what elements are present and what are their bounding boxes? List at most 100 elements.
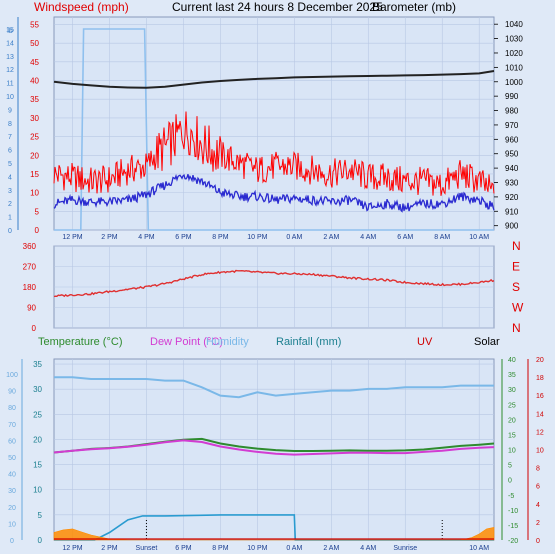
barometer-tick-label: 990	[505, 92, 519, 101]
lb-tick-label: 0	[8, 228, 12, 235]
windspeed-tick-label: 15	[30, 170, 39, 179]
windspeed-tick-label: 0	[35, 226, 40, 235]
x-tick-label: 4 AM	[360, 234, 376, 241]
lb-axis-label: lb	[7, 28, 13, 35]
windspeed-tick-label: 35	[30, 95, 39, 104]
x-tick-label: 6 PM	[175, 545, 192, 552]
barometer-tick-label: 1020	[505, 49, 523, 58]
temperature-tick-label: 20	[508, 417, 516, 424]
direction-tick-label: 90	[27, 304, 36, 313]
uv-tick-label: 6	[536, 484, 540, 491]
windspeed-tick-label: 25	[30, 133, 39, 142]
rainfall-tick-label: 20	[33, 435, 42, 444]
lb-tick-label: 10	[6, 94, 14, 101]
lb-tick-label: 15	[6, 27, 14, 34]
rainfall-tick-label: 35	[33, 360, 42, 369]
x-tick-label: Sunset	[136, 545, 158, 552]
lb-tick-label: 4	[8, 174, 12, 181]
chart-title: Current last 24 hours 8 December 2025	[172, 0, 383, 14]
uv-legend: UV	[417, 336, 433, 348]
barometer-tick-label: 950	[505, 150, 519, 159]
windspeed-tick-label: 5	[35, 207, 40, 216]
temperature-tick-label: -5	[508, 493, 514, 500]
rainfall-tick-label: 25	[33, 410, 42, 419]
rainfall-tick-label: 15	[33, 461, 42, 470]
x-tick-label: 10 AM	[469, 234, 489, 241]
x-tick-label: 12 PM	[62, 545, 82, 552]
uv-tick-label: 18	[536, 375, 544, 382]
compass-label: N	[512, 239, 521, 253]
lb-tick-label: 11	[6, 81, 13, 88]
rainfall-tick-label: 5	[38, 511, 43, 520]
temperature-tick-label: 35	[508, 372, 516, 379]
x-tick-label: 10 PM	[247, 234, 267, 241]
lb-tick-label: 9	[8, 107, 12, 114]
barometer-tick-label: 1000	[505, 78, 523, 87]
temperature-tick-label: 25	[508, 402, 516, 409]
windspeed-tick-label: 10	[30, 189, 39, 198]
x-tick-label: 8 PM	[212, 234, 229, 241]
windspeed-tick-label: 50	[30, 39, 39, 48]
lb-tick-label: 8	[8, 121, 12, 128]
barometer-tick-label: 910	[505, 207, 519, 216]
humidity-series-line	[54, 376, 494, 399]
wind-direction-series-line	[53, 269, 495, 298]
barometer-tick-label: 930	[505, 179, 519, 188]
barometer-tick-label: 980	[505, 107, 519, 116]
lb-tick-label: 6	[8, 148, 12, 155]
x-tick-label: 6 AM	[397, 234, 413, 241]
x-tick-label: 2 AM	[323, 234, 339, 241]
humidity-tick-label: 80	[8, 405, 16, 412]
lb-tick-label: 13	[6, 54, 14, 61]
barometer-series-line	[53, 70, 495, 89]
windspeed-tick-label: 20	[30, 151, 39, 160]
barometer-tick-label: 1030	[505, 35, 523, 44]
windspeed-tick-label: 45	[30, 58, 39, 67]
uv-tick-label: 4	[536, 502, 540, 509]
uv-tick-label: 0	[536, 538, 540, 545]
barometer-tick-label: 920	[505, 193, 519, 202]
barometer-axis-title: Barometer (mb)	[372, 0, 457, 14]
humidity-tick-label: 100	[6, 372, 18, 379]
lb-tick-label: 1	[8, 215, 12, 222]
lb-tick-label: 5	[8, 161, 12, 168]
temperature-tick-label: 10	[508, 448, 516, 455]
barometer-tick-label: 1040	[505, 20, 523, 29]
direction-tick-label: 360	[23, 242, 37, 251]
compass-label: S	[512, 280, 520, 294]
x-tick-label: 8 AM	[434, 234, 450, 241]
direction-tick-label: 270	[23, 263, 37, 272]
humidity-tick-label: 90	[8, 389, 16, 396]
temperature-tick-label: 30	[508, 387, 516, 394]
lb-tick-label: 3	[8, 188, 12, 195]
uv-tick-label: 20	[536, 357, 544, 364]
windspeed-tick-label: 55	[30, 20, 39, 29]
compass-label: N	[512, 321, 521, 335]
humidity-tick-label: 70	[8, 422, 16, 429]
temperature-tick-label: 5	[508, 463, 512, 470]
windspeed-tick-label: 30	[30, 114, 39, 123]
temperature-tick-label: 15	[508, 432, 516, 439]
x-tick-label: 2 AM	[323, 545, 339, 552]
dew-point-series-line	[53, 439, 495, 456]
dew-point-legend: Dew Point (°C)	[150, 336, 223, 348]
direction-tick-label: 180	[23, 283, 37, 292]
temperature-tick-label: 0	[508, 478, 512, 485]
uv-tick-label: 8	[536, 466, 540, 473]
barometer-tick-label: 960	[505, 135, 519, 144]
windspeed-tick-label: 40	[30, 77, 39, 86]
gust-series-line	[53, 173, 495, 213]
humidity-tick-label: 30	[8, 488, 16, 495]
windspeed-axis-title: Windspeed (mph)	[34, 0, 129, 14]
humidity-tick-label: 40	[8, 472, 16, 479]
x-tick-label: 4 PM	[138, 234, 155, 241]
lb-tick-label: 7	[8, 134, 12, 141]
humidity-tick-label: 50	[8, 455, 16, 462]
x-tick-label: 8 PM	[212, 545, 229, 552]
lb-series-line	[54, 28, 494, 231]
x-tick-label: 10 PM	[247, 545, 267, 552]
uv-tick-label: 2	[536, 520, 540, 527]
uv-tick-label: 12	[536, 429, 544, 436]
x-tick-label: 2 PM	[101, 234, 118, 241]
x-tick-label: 0 AM	[286, 545, 302, 552]
